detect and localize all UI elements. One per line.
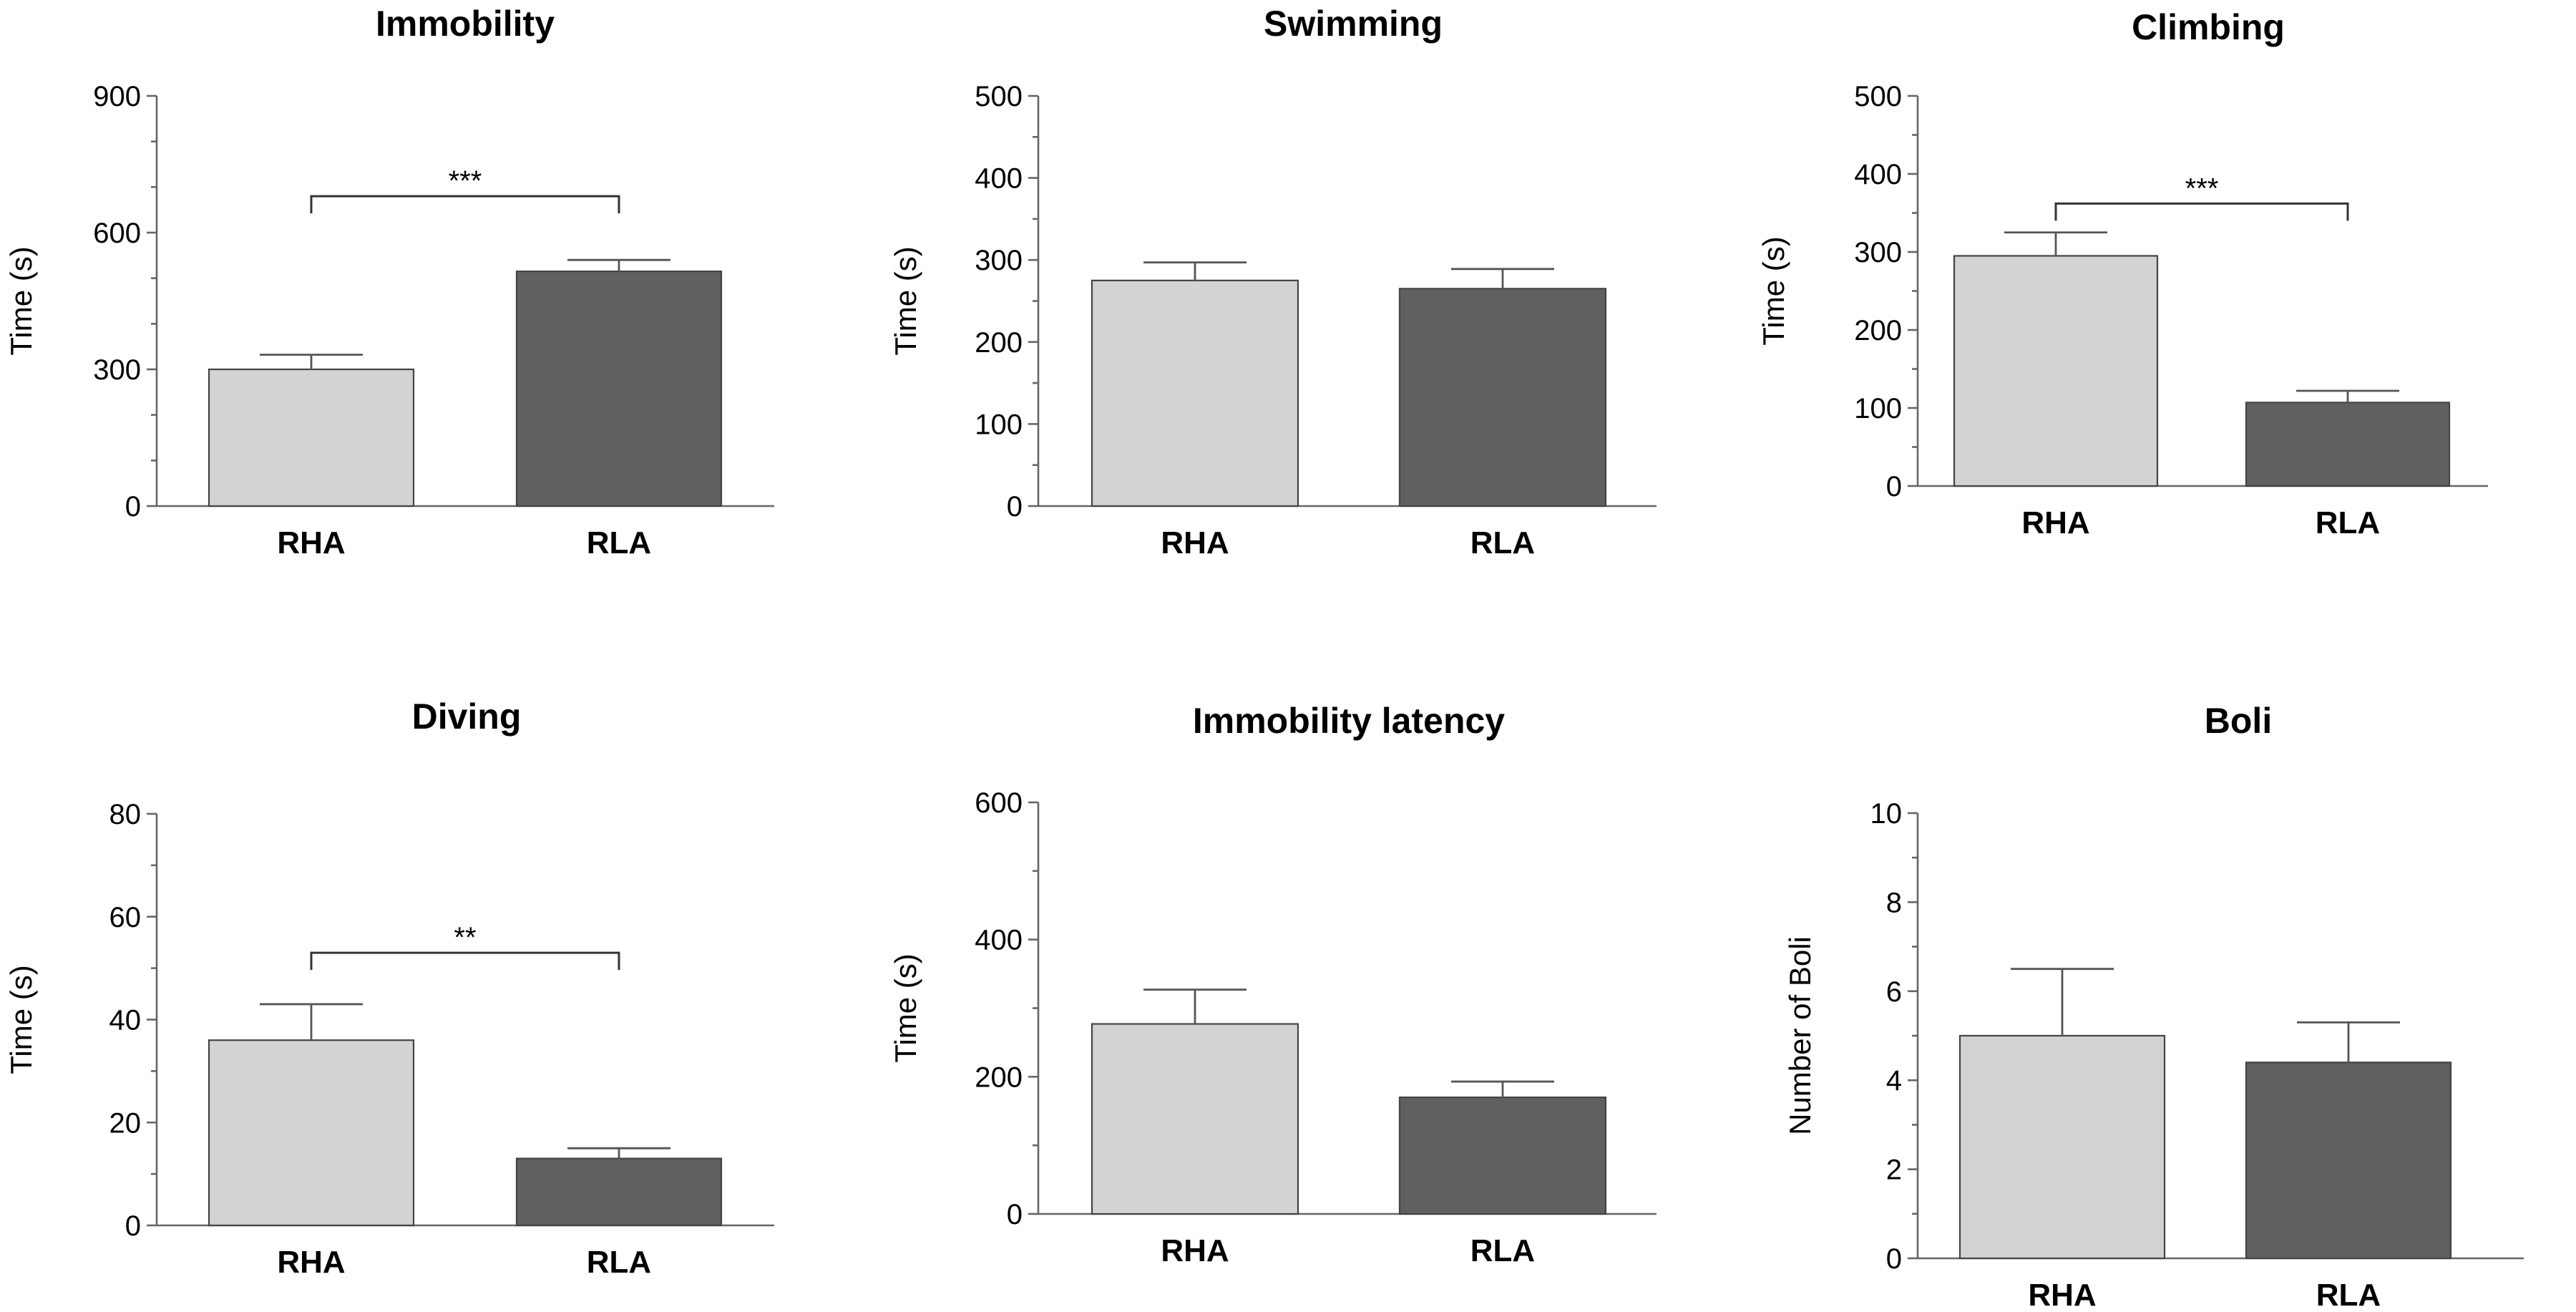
category-label-rla: RLA — [2316, 505, 2380, 540]
y-tick-label: 500 — [1854, 81, 1902, 112]
significance-bracket — [2054, 202, 2349, 221]
y-tick-label: 0 — [1007, 491, 1023, 523]
category-label-rha: RHA — [2021, 505, 2089, 540]
y-tick-label: 300 — [1854, 237, 1902, 268]
chart-title: Immobility latency — [1193, 701, 1505, 741]
chart-panel-3: Climbing 0 100 200 300 400 500 Time (s) RHA RLA **… — [1757, 7, 2488, 540]
category-label-rla: RLA — [587, 525, 651, 560]
y-axis-label: Time (s) — [4, 965, 38, 1074]
bar-rla — [515, 1157, 723, 1227]
y-tick-label: 40 — [109, 1005, 142, 1036]
bar-rha — [208, 368, 415, 507]
y-tick-label: 10 — [1870, 798, 1903, 830]
category-label-rla: RLA — [1470, 1233, 1535, 1268]
bar-rha — [1091, 1023, 1299, 1215]
y-tick-label: 0 — [1886, 1243, 1902, 1275]
y-tick-label: 2 — [1886, 1155, 1902, 1186]
y-tick-label: 6 — [1886, 976, 1902, 1008]
significance-bracket — [310, 951, 620, 971]
y-axis-label: Time (s) — [1757, 236, 1790, 345]
y-tick-label: 400 — [975, 163, 1023, 195]
chart-title: Climbing — [2132, 7, 2285, 47]
chart-panel-4: Diving 0 20 40 60 80 Time (s) RHA RLA ** — [4, 696, 774, 1280]
category-label-rla: RLA — [2316, 1278, 2381, 1312]
category-label-rha: RHA — [1161, 1233, 1229, 1268]
bar-rla — [2245, 402, 2451, 487]
y-tick-label: 500 — [975, 81, 1023, 112]
y-tick-label: 100 — [975, 409, 1023, 440]
y-axis-label: Time (s) — [4, 246, 38, 355]
y-tick-label: 200 — [1854, 315, 1902, 346]
chart-title: Diving — [412, 696, 522, 737]
category-label-rla: RLA — [587, 1245, 651, 1280]
bar-rla — [515, 271, 723, 507]
y-tick-label: 200 — [975, 1061, 1023, 1093]
y-tick-label: 0 — [1886, 471, 1902, 502]
y-axis-label: Time (s) — [889, 953, 922, 1062]
chart-panel-1: Immobility 0 300 600 900 Time (s) RHA RLA *** — [4, 4, 774, 560]
category-label-rla: RLA — [1470, 525, 1535, 560]
significance-bracket — [310, 195, 620, 214]
category-label-rha: RHA — [277, 525, 345, 560]
bar-rha — [1953, 255, 2159, 487]
y-tick-label: 80 — [109, 799, 142, 830]
bar-rla — [1398, 288, 1607, 507]
chart-title: Immobility — [376, 4, 555, 44]
y-tick-label: 0 — [125, 1210, 141, 1242]
y-tick-label: 600 — [975, 787, 1023, 819]
y-tick-label: 900 — [93, 81, 141, 112]
y-tick-label: 20 — [109, 1107, 142, 1139]
category-label-rha: RHA — [277, 1245, 345, 1280]
y-tick-label: 300 — [93, 354, 141, 386]
significance-label: *** — [2185, 172, 2219, 204]
y-tick-label: 8 — [1886, 887, 1902, 918]
chart-panel-6: Boli 0 2 4 6 8 10 Number of Boli RHA RLA — [1783, 701, 2524, 1312]
y-tick-label: 4 — [1886, 1065, 1902, 1097]
category-label-rha: RHA — [2028, 1278, 2096, 1312]
significance-label: ** — [454, 922, 476, 953]
bar-rla — [2245, 1061, 2452, 1260]
y-tick-label: 600 — [93, 218, 141, 249]
chart-title: Boli — [2205, 701, 2272, 741]
bar-rha — [208, 1039, 415, 1227]
y-tick-label: 60 — [109, 902, 142, 933]
y-tick-label: 400 — [1854, 159, 1902, 190]
y-axis-label: Number of Boli — [1783, 936, 1817, 1135]
y-tick-label: 100 — [1854, 393, 1902, 424]
y-tick-label: 400 — [975, 925, 1023, 956]
y-tick-label: 300 — [975, 245, 1023, 276]
chart-title: Swimming — [1264, 4, 1443, 44]
significance-label: *** — [449, 165, 482, 197]
chart-panel-2: Swimming 0 100 200 300 400 500 Time (s) RHA RLA — [889, 4, 1657, 560]
category-label-rha: RHA — [1161, 525, 1229, 560]
y-tick-label: 200 — [975, 327, 1023, 359]
bar-rha — [1958, 1034, 2166, 1260]
y-tick-label: 0 — [1007, 1199, 1023, 1230]
y-tick-label: 0 — [125, 491, 141, 523]
bar-rha — [1091, 279, 1299, 507]
bar-rla — [1398, 1096, 1607, 1215]
y-axis-label: Time (s) — [889, 246, 922, 355]
chart-panel-5: Immobility latency 0 200 400 600 Time (s) RHA R… — [889, 701, 1657, 1268]
